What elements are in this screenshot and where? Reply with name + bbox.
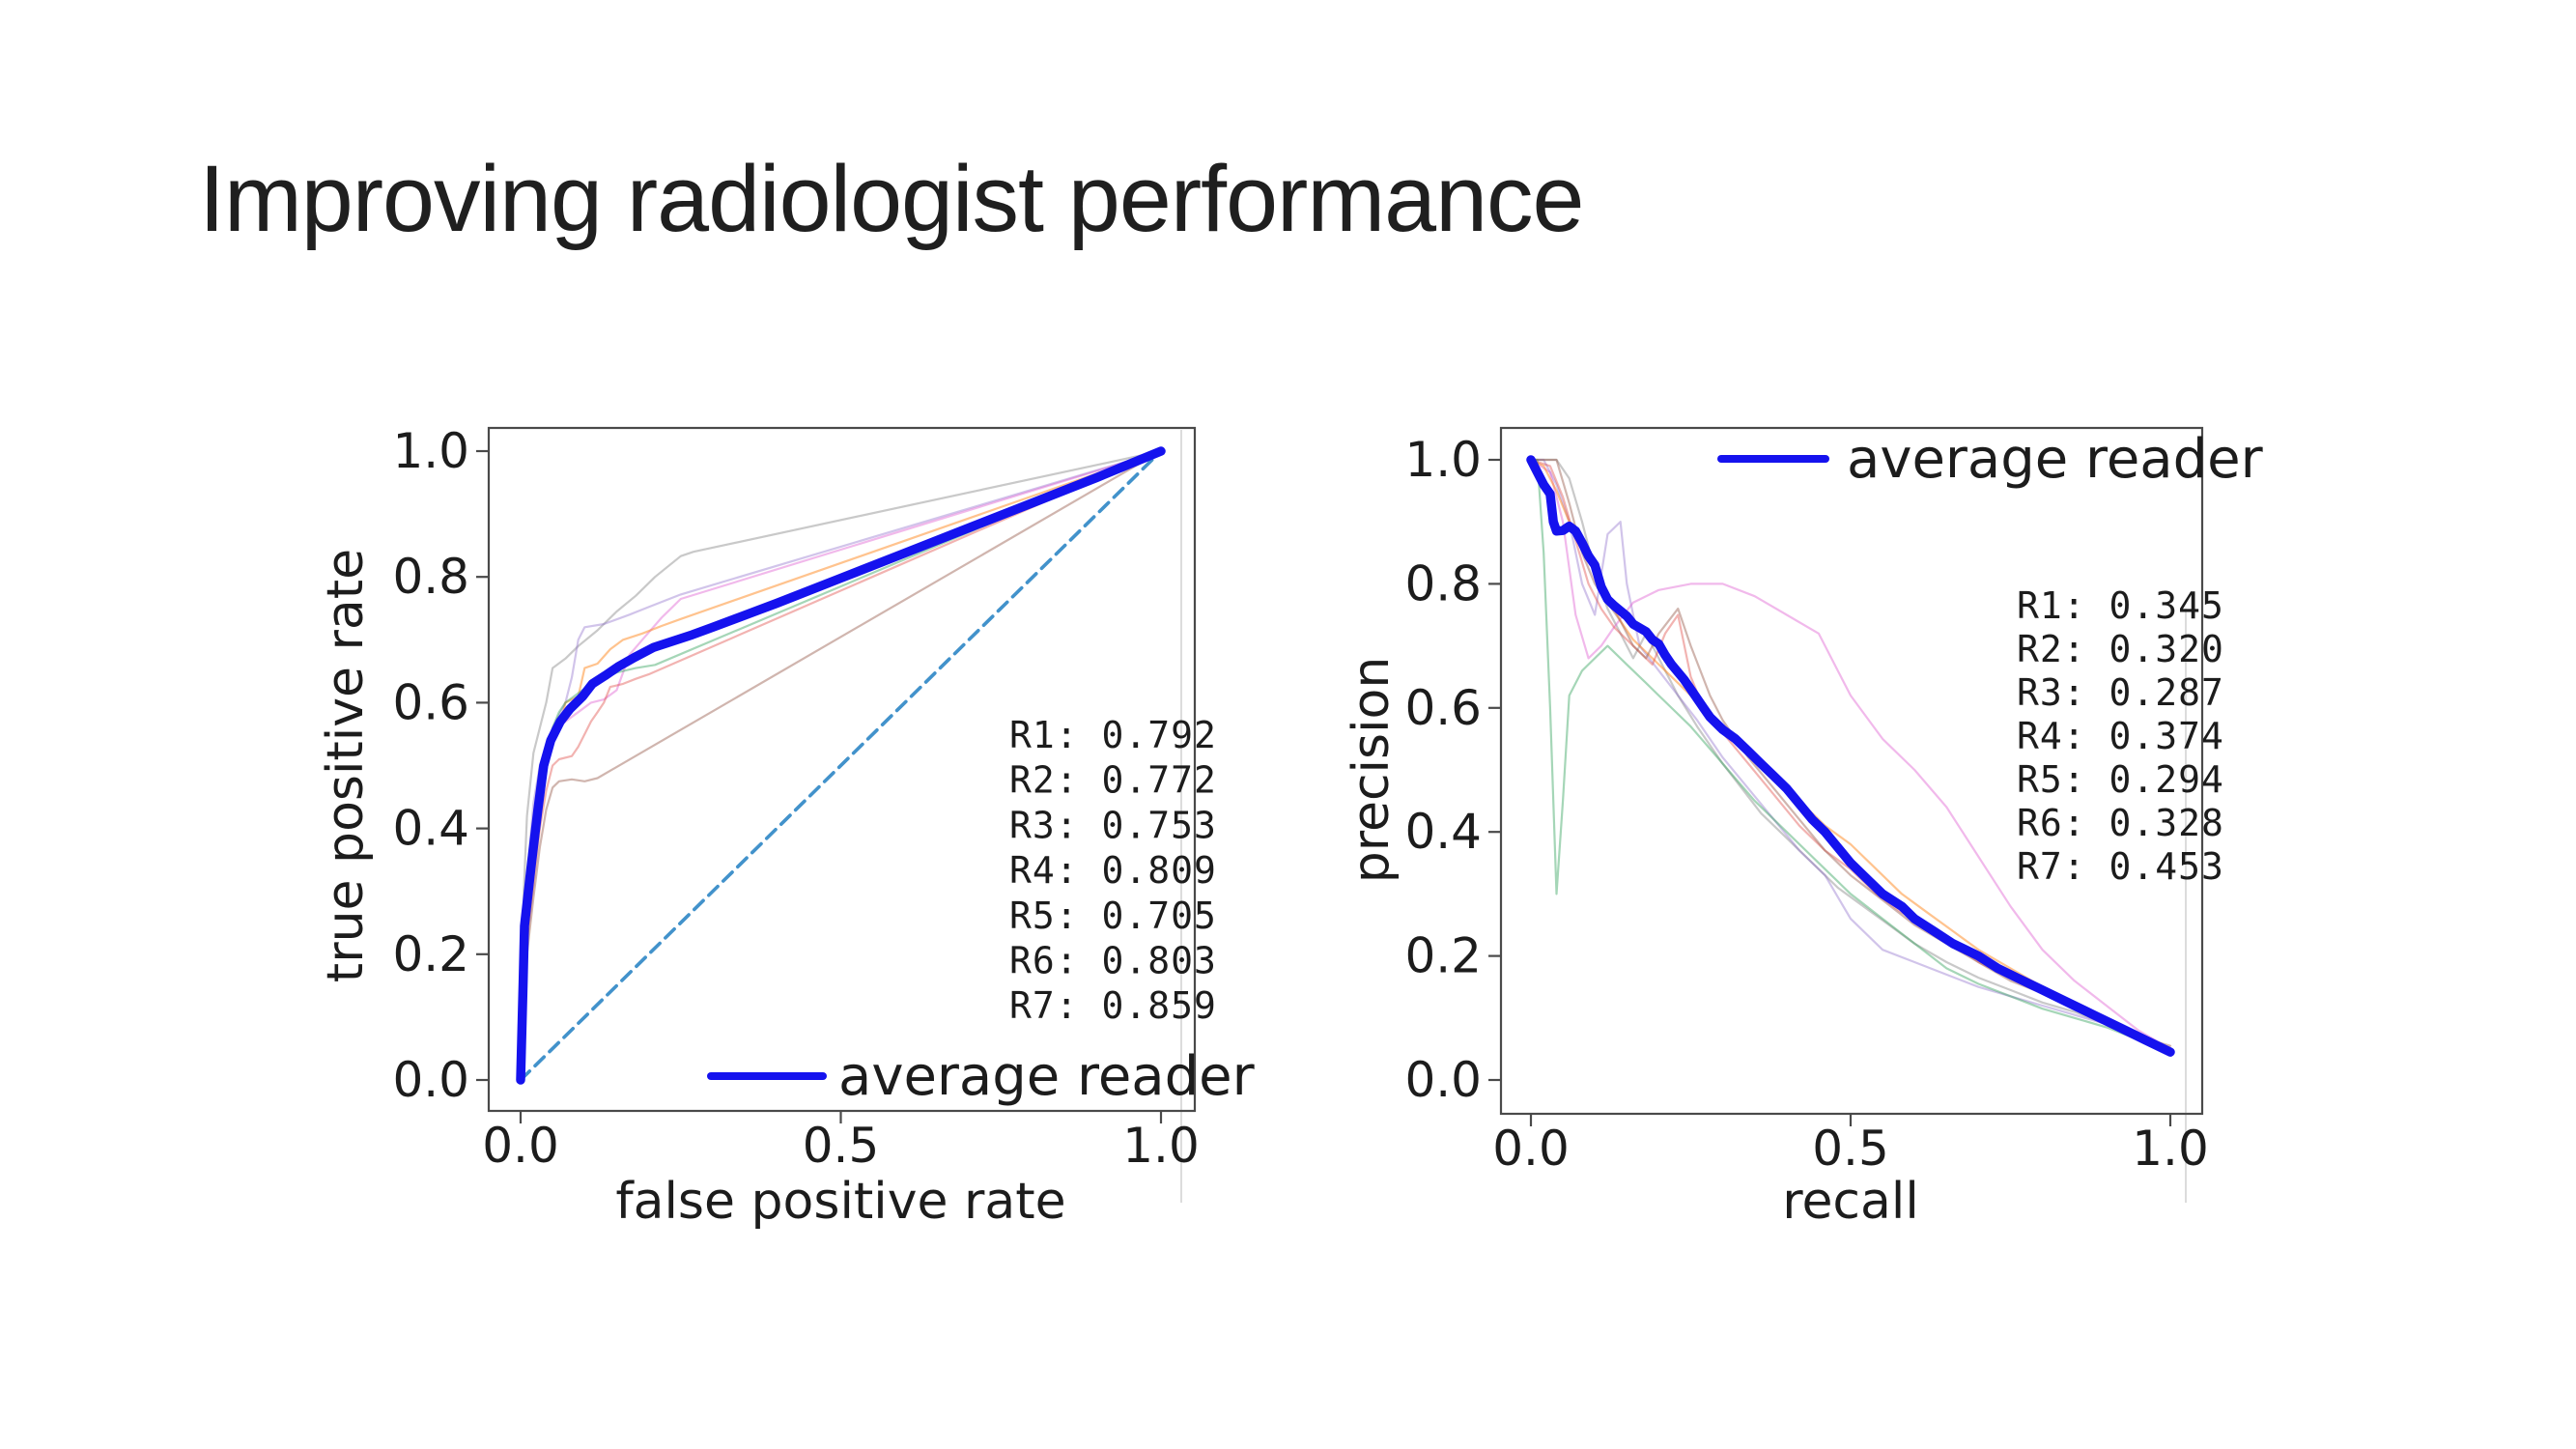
roc-y-tick-label: 0.8	[392, 549, 469, 605]
roc-reader-score-7: R7: 0.859	[1009, 984, 1217, 1027]
pr-reader-score-1: R1: 0.345	[2017, 584, 2224, 627]
roc-reader-score-6: R6: 0.803	[1009, 940, 1217, 982]
pr-y-tick-label: 0.0	[1404, 1052, 1482, 1108]
pr-y-tick-label: 0.6	[1404, 680, 1482, 736]
roc-reader-score-2: R2: 0.772	[1009, 759, 1217, 802]
pr-x-tick-label: 0.5	[1812, 1121, 1889, 1177]
roc-series-average-reader	[516, 446, 1166, 1085]
pr-y-tick-label: 0.8	[1404, 555, 1482, 611]
pr-chart: 0.0 0.5 1.0 0.0 0.2 0.4 0.6 0.8 1.0 recall precisi…	[1343, 426, 2264, 1231]
pr-reader-score-2: R2: 0.320	[2017, 628, 2224, 670]
roc-series-chance-diagonal	[519, 449, 1163, 1082]
pr-series-reader-R3-pink	[1529, 458, 2172, 1050]
pr-y-tick-label: 0.2	[1404, 928, 1482, 984]
roc-reader-score-4: R4: 0.809	[1009, 849, 1217, 892]
pr-reader-score-3: R3: 0.287	[2017, 671, 2224, 714]
roc-y-tick-label: 0.4	[392, 801, 469, 857]
pr-y-tick-label: 0.4	[1404, 804, 1482, 860]
pr-series-average-reader	[1526, 455, 2175, 1057]
roc-chart: 0.0 0.5 1.0 0.0 0.2 0.4 0.6 0.8 1.0 false positiv…	[317, 423, 1256, 1231]
pr-legend-label: average reader	[1847, 428, 2264, 491]
pr-y-axis-label: precision	[1343, 657, 1401, 884]
pr-reader-score-5: R5: 0.294	[2017, 758, 2224, 801]
roc-x-tick-label: 0.5	[803, 1118, 880, 1174]
roc-y-tick-label: 0.0	[392, 1052, 469, 1108]
roc-reader-score-5: R5: 0.705	[1009, 895, 1217, 937]
roc-x-tick-label: 1.0	[1122, 1118, 1200, 1174]
roc-reader-score-1: R1: 0.792	[1009, 714, 1217, 756]
roc-reader-score-3: R3: 0.753	[1009, 804, 1217, 846]
roc-y-tick-label: 1.0	[392, 423, 469, 479]
page-title: Improving radiologist performance	[199, 146, 1584, 251]
pr-x-tick-label: 1.0	[2132, 1121, 2209, 1177]
pr-reader-score-6: R6: 0.328	[2017, 802, 2224, 844]
pr-series-reader-R2-violet	[1529, 458, 2172, 1050]
roc-x-axis-label: false positive rate	[615, 1173, 1065, 1231]
roc-y-axis-label: true positive rate	[317, 549, 375, 982]
roc-x-tick-label: 0.0	[482, 1118, 559, 1174]
pr-x-tick-label: 0.0	[1492, 1121, 1570, 1177]
roc-series-reader-R1-gray	[519, 449, 1163, 1082]
pr-reader-score-7: R7: 0.453	[2017, 845, 2224, 888]
pr-x-axis-label: recall	[1782, 1173, 1919, 1231]
pr-series-reader-R5-green	[1529, 458, 2172, 1054]
pr-y-tick-label: 1.0	[1404, 432, 1482, 488]
roc-y-tick-label: 0.2	[392, 926, 469, 982]
roc-legend-label: average reader	[838, 1045, 1256, 1108]
pr-reader-score-4: R4: 0.374	[2017, 715, 2224, 757]
roc-y-tick-label: 0.6	[392, 674, 469, 730]
